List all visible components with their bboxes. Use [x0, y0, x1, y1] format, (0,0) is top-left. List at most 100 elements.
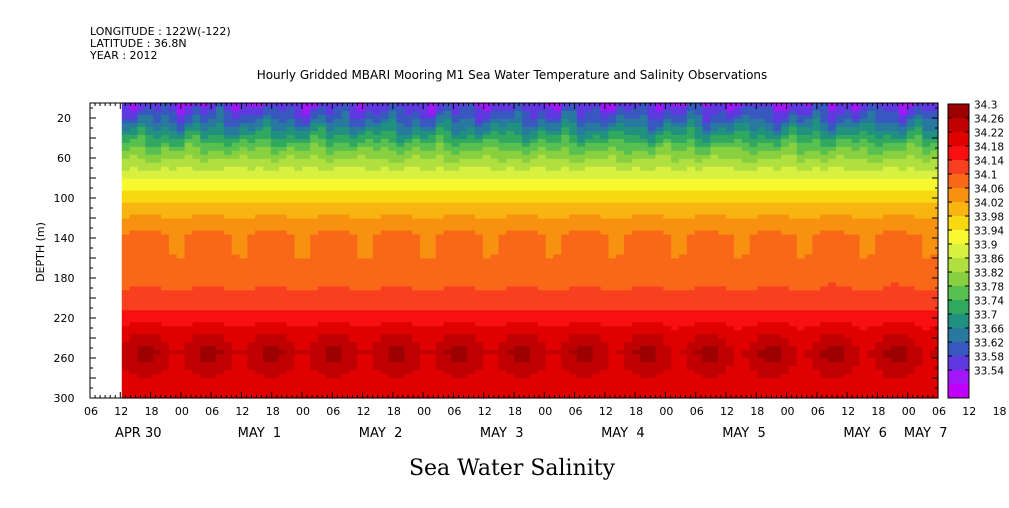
heatmap-cell: [655, 190, 664, 196]
heatmap-cell: [239, 158, 248, 164]
heatmap-cell: [278, 170, 288, 176]
heatmap-cell: [451, 282, 460, 287]
heatmap-cell: [302, 246, 311, 252]
heatmap-cell: [482, 130, 492, 136]
heatmap-cell: [239, 118, 248, 124]
heatmap-cell: [733, 218, 743, 224]
heatmap-cell: [263, 130, 272, 136]
heatmap-cell: [427, 103, 437, 108]
heatmap-cell: [820, 162, 829, 168]
heatmap-cell: [506, 178, 515, 184]
heatmap-cell: [514, 142, 523, 148]
heatmap-cell: [553, 210, 562, 216]
heatmap-cell: [922, 222, 931, 228]
heatmap-cell: [867, 258, 876, 264]
heatmap-cell: [318, 130, 327, 136]
heatmap-cell: [749, 218, 759, 224]
heatmap-cell: [223, 198, 233, 204]
heatmap-cell: [223, 270, 233, 276]
heatmap-cell: [576, 146, 586, 152]
heatmap-cell: [694, 190, 704, 196]
heatmap-cell: [773, 194, 782, 200]
heatmap-cell: [302, 138, 311, 144]
heatmap-cell: [859, 114, 868, 120]
heatmap-cell: [427, 170, 437, 176]
heatmap-cell: [733, 182, 743, 188]
heatmap-cell: [357, 198, 366, 204]
heatmap-cell: [883, 266, 892, 272]
heatmap-cell: [215, 242, 225, 248]
heatmap-cell: [137, 206, 146, 212]
heatmap-cell: [592, 266, 602, 272]
heatmap-cell: [835, 182, 845, 188]
heatmap-cell: [192, 234, 201, 240]
heatmap-cell: [459, 258, 468, 264]
heatmap-cell: [686, 178, 696, 184]
heatmap-cell: [773, 274, 782, 280]
heatmap-cell: [161, 174, 170, 180]
heatmap-cell: [247, 230, 256, 236]
heatmap-cell: [388, 262, 398, 268]
heatmap-cell: [930, 270, 939, 276]
heatmap-cell: [867, 242, 876, 248]
heatmap-cell: [537, 194, 547, 200]
heatmap-cell: [404, 114, 413, 120]
heatmap-cell: [726, 222, 735, 228]
heatmap-cell: [161, 170, 170, 176]
heatmap-cell: [890, 150, 900, 156]
heatmap-cell: [333, 178, 343, 184]
heatmap-cell: [890, 278, 900, 283]
heatmap-cell: [451, 154, 460, 160]
heatmap-cell: [671, 282, 680, 287]
heatmap-cell: [930, 138, 939, 144]
heatmap-cell: [843, 138, 853, 144]
heatmap-cell: [733, 266, 743, 272]
heatmap-cell: [474, 162, 484, 168]
heatmap-cell: [161, 222, 170, 228]
heatmap-cell: [781, 110, 790, 116]
heatmap-cell: [145, 118, 154, 124]
heatmap-cell: [404, 122, 413, 128]
heatmap-cell: [631, 126, 641, 132]
heatmap-cell: [514, 174, 523, 180]
heatmap-cell: [631, 282, 641, 287]
heatmap-cell: [176, 134, 186, 140]
heatmap-cell: [341, 190, 350, 196]
heatmap-cell: [890, 262, 900, 268]
heatmap-cell: [270, 218, 280, 224]
heatmap-cell: [796, 254, 806, 260]
heatmap-cell: [694, 238, 704, 244]
heatmap-cell: [318, 238, 327, 244]
heatmap-cell: [914, 186, 923, 192]
heatmap-cell: [914, 290, 923, 295]
heatmap-cell: [192, 114, 201, 120]
heatmap-cell: [427, 206, 437, 212]
heatmap-cell: [270, 202, 280, 208]
heatmap-cell: [679, 290, 688, 295]
heatmap-cell: [828, 118, 837, 124]
heatmap-cell: [365, 198, 374, 204]
heatmap-cell: [718, 150, 727, 156]
heatmap-cell: [145, 158, 154, 164]
heatmap-cell: [686, 134, 696, 140]
heatmap-cell: [663, 110, 672, 116]
heatmap-cell: [341, 194, 350, 200]
heatmap-cell: [388, 206, 398, 212]
heatmap-cell: [474, 262, 484, 268]
heatmap-cell: [553, 190, 562, 196]
heatmap-cell: [875, 262, 884, 268]
heatmap-cell: [467, 266, 476, 272]
heatmap-cell: [898, 198, 908, 204]
heatmap-cell: [749, 210, 759, 216]
heatmap-cell: [773, 122, 782, 128]
heatmap-cell: [553, 206, 562, 212]
heatmap-cell: [490, 150, 500, 156]
heatmap-cell: [365, 170, 374, 176]
heatmap-cell: [443, 118, 453, 124]
heatmap-cell: [883, 198, 892, 204]
heatmap-cell: [781, 250, 790, 256]
heatmap-cell: [624, 266, 633, 272]
heatmap-cell: [129, 126, 139, 132]
heatmap-cell: [404, 226, 413, 232]
heatmap-cell: [176, 186, 186, 192]
